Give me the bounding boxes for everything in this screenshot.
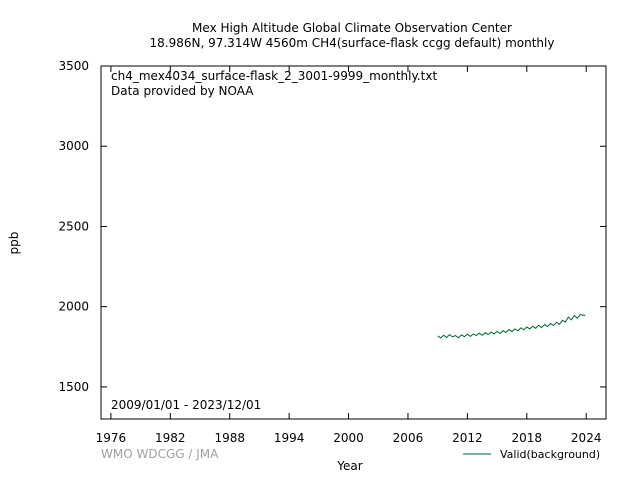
series-layer	[437, 314, 586, 339]
x-tick-label-1982: 1982	[155, 431, 186, 445]
x-tick-label-1994: 1994	[274, 431, 305, 445]
y-tick-label-1500: 1500	[58, 380, 89, 394]
y-axis-label: ppb	[7, 232, 21, 255]
x-tick-label-2018: 2018	[512, 431, 543, 445]
x-tick-label-2024: 2024	[571, 431, 602, 445]
x-axis-ticks: 1976 1982 1988 1994 2000 2006 2012 2018 2024	[96, 66, 602, 445]
x-tick-label-2006: 2006	[393, 431, 424, 445]
x-tick-label-2012: 2012	[452, 431, 483, 445]
y-tick-label-2000: 2000	[58, 300, 89, 314]
date-range-annotation: 2009/01/01 - 2023/12/01	[111, 398, 261, 412]
y-tick-label-3000: 3000	[58, 139, 89, 153]
x-tick-label-1988: 1988	[214, 431, 245, 445]
chart-subtitle: 18.986N, 97.314W 4560m CH4(surface-flask…	[150, 36, 555, 50]
y-tick-label-2500: 2500	[58, 219, 89, 233]
chart-title: Mex High Altitude Global Climate Observa…	[192, 21, 512, 35]
credit-text: WMO WDCGG / JMA	[101, 447, 219, 461]
series-line-0	[437, 314, 586, 339]
legend-label: Valid(background)	[500, 448, 600, 461]
x-tick-label-2000: 2000	[333, 431, 364, 445]
y-tick-label-3500: 3500	[58, 59, 89, 73]
provider-annotation: Data provided by NOAA	[111, 84, 254, 98]
x-tick-label-1976: 1976	[96, 431, 127, 445]
y-axis-ticks: 3500 3000 2500 2000 1500	[58, 59, 606, 394]
x-axis-label: Year	[336, 459, 362, 473]
plot-frame	[100, 65, 607, 420]
filename-annotation: ch4_mex4034_surface-flask_2_3001-9999_mo…	[111, 69, 437, 83]
